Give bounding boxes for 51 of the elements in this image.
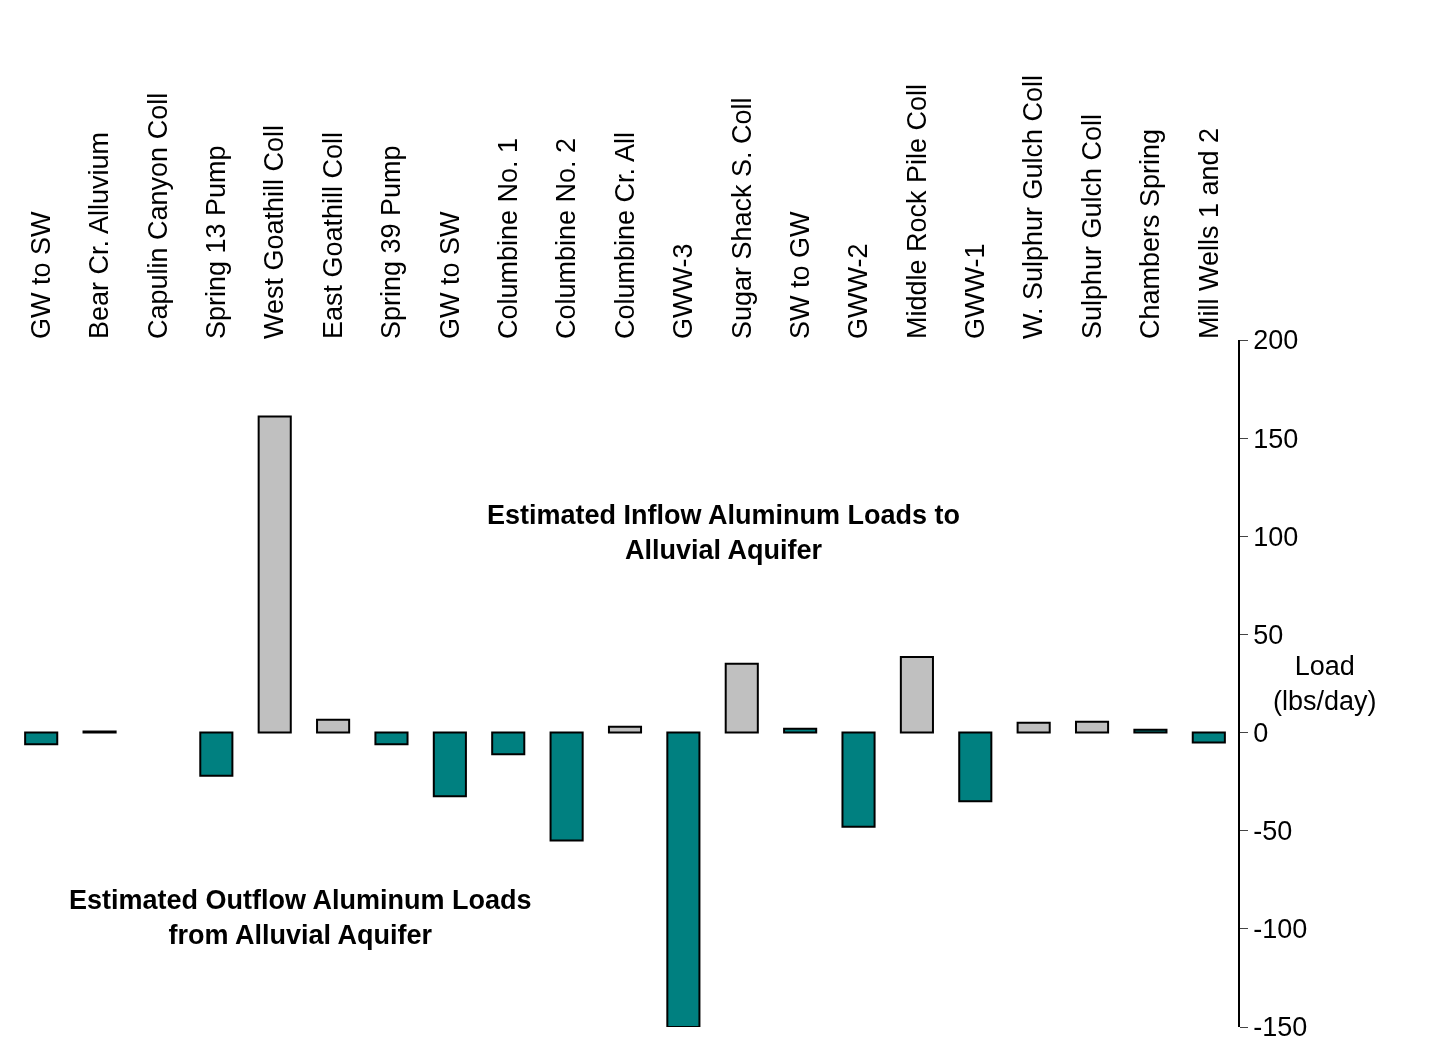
x-tick-label: Chambers Spring bbox=[1135, 128, 1166, 339]
bar bbox=[1133, 728, 1168, 734]
bar bbox=[316, 718, 351, 734]
x-tick-label: GWW-3 bbox=[668, 243, 699, 339]
y-tick-label: 150 bbox=[1253, 423, 1299, 454]
x-tick-label: West Goathill Coll bbox=[259, 124, 290, 339]
bar bbox=[257, 415, 292, 734]
bar bbox=[491, 731, 526, 756]
x-tick-label: Capulin Canyon Coll bbox=[142, 92, 173, 339]
bar bbox=[899, 656, 934, 734]
bar bbox=[1191, 731, 1226, 744]
x-tick-label: GWW-1 bbox=[960, 243, 991, 339]
bar bbox=[199, 731, 234, 777]
y-axis-title: Load (lbs/day) bbox=[1273, 651, 1377, 717]
x-tick-label: GW to SW bbox=[434, 210, 465, 339]
x-tick-label: Sulphur Gulch Coll bbox=[1076, 113, 1107, 339]
bar bbox=[24, 731, 59, 746]
x-tick-label: Spring 39 Pump bbox=[376, 145, 407, 339]
x-tick-label: Bear Cr. Alluvium bbox=[84, 131, 115, 339]
bar bbox=[783, 727, 818, 734]
annotation: Estimated Inflow Aluminum Loads to Alluvial Aquifer bbox=[487, 500, 961, 566]
bar bbox=[1074, 720, 1110, 734]
bar bbox=[958, 731, 993, 803]
x-tick-label: Sugar Shack S. Coll bbox=[726, 97, 757, 339]
x-tick-label: Spring 13 Pump bbox=[201, 145, 232, 339]
x-tick-label: Middle Rock Pile Coll bbox=[901, 83, 932, 339]
bar bbox=[374, 731, 409, 746]
x-tick-label: SW to GW bbox=[784, 210, 815, 339]
annotation: Estimated Outflow Aluminum Loads from Alluvial Aquifer bbox=[69, 885, 532, 951]
bar bbox=[1016, 721, 1051, 734]
bar bbox=[666, 731, 701, 1027]
y-tick-label: 200 bbox=[1253, 325, 1299, 356]
x-tick-label: GW to SW bbox=[25, 210, 56, 339]
bar bbox=[841, 731, 876, 828]
y-tick-label: -100 bbox=[1253, 914, 1308, 945]
y-tick-label: 0 bbox=[1253, 718, 1269, 749]
x-tick-label: Columbine No. 2 bbox=[551, 137, 582, 339]
bar bbox=[549, 731, 584, 842]
y-tick-label: 100 bbox=[1253, 521, 1299, 552]
x-tick-label: Columbine No. 1 bbox=[493, 137, 524, 339]
y-tick-label: -50 bbox=[1253, 816, 1293, 847]
y-tick-label: -150 bbox=[1253, 1012, 1308, 1043]
x-tick-label: W. Sulphur Gulch Coll bbox=[1018, 74, 1049, 339]
bar bbox=[432, 731, 467, 798]
bar bbox=[724, 662, 759, 734]
x-tick-label: East Goathill Coll bbox=[317, 131, 348, 339]
x-tick-label: Mill Wells 1 and 2 bbox=[1193, 127, 1224, 339]
x-tick-label: GWW-2 bbox=[843, 243, 874, 339]
x-tick-label: Columbine Cr. All bbox=[609, 131, 640, 339]
bar bbox=[607, 725, 643, 734]
y-tick-label: 50 bbox=[1253, 619, 1284, 650]
